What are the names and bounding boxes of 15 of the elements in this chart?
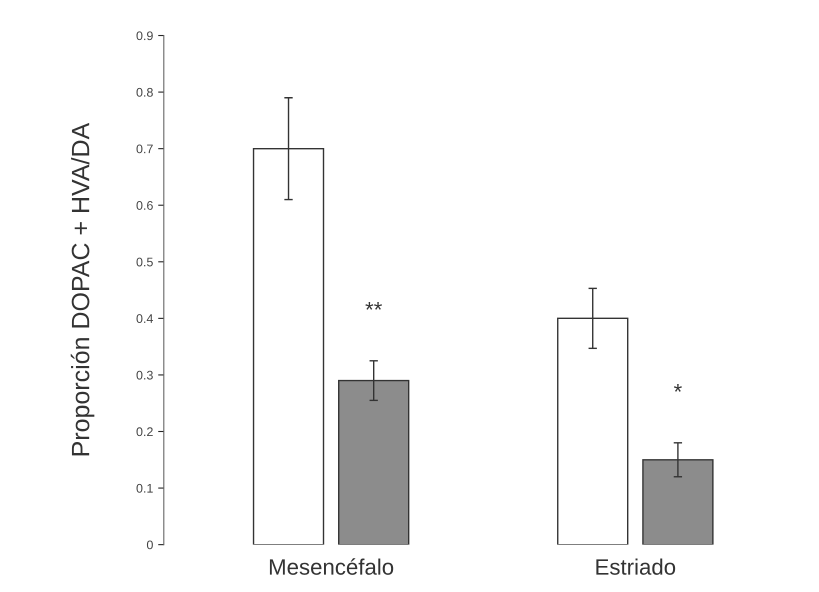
y-tick-label: 0.6 bbox=[136, 201, 153, 210]
y-tick-label: 0.7 bbox=[136, 144, 153, 154]
y-tick-label: 0.9 bbox=[136, 31, 153, 40]
annotation: ** bbox=[365, 302, 382, 310]
x-tick-label: Estriado bbox=[596, 558, 676, 575]
y-tick-label: 0.4 bbox=[136, 314, 154, 324]
annotation: * bbox=[674, 384, 682, 392]
y-tick-label: 0.2 bbox=[136, 427, 153, 436]
y-tick-label: 0 bbox=[146, 540, 153, 550]
y-tick-label: 0.1 bbox=[136, 484, 153, 493]
x-tick-label: Mesencéfalo bbox=[270, 558, 394, 575]
y-axis-title: Proporción DOPAC + HVA/DA bbox=[70, 122, 94, 456]
y-tick-label: 0.5 bbox=[136, 258, 153, 266]
y-tick-label: 0.3 bbox=[136, 370, 153, 380]
y-tick-label: 0.8 bbox=[136, 88, 153, 97]
